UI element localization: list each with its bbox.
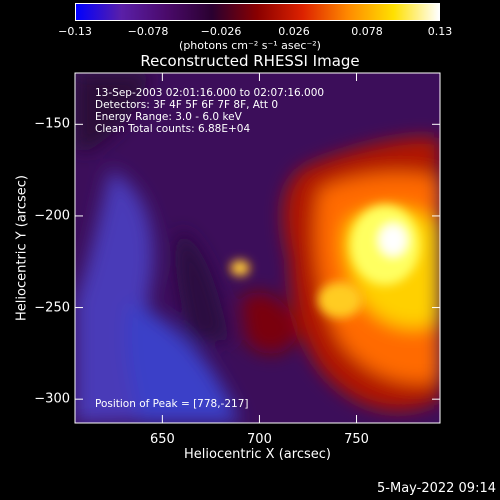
plot-frame: [74, 72, 441, 424]
x-tick-label: 650: [149, 432, 175, 447]
annotation-energy-range: Energy Range: 3.0 - 6.0 keV: [95, 111, 242, 123]
y-tick-label: −150: [34, 116, 70, 132]
annotation-peak-position: Position of Peak = [778,-217]: [95, 398, 249, 410]
colorbar-tick-label: −0.026: [200, 25, 242, 38]
axis-tick-marks: [75, 73, 440, 423]
y-tick-label: −300: [34, 391, 70, 407]
colorbar-tick-label: 0.078: [351, 25, 383, 38]
annotation-clean-counts: Clean Total counts: 6.88E+04: [95, 123, 251, 135]
x-tick-label: 750: [344, 432, 369, 447]
colorbar: [75, 3, 440, 21]
annotation-time-range: 13-Sep-2003 02:01:16.000 to 02:07:16.000: [95, 87, 325, 99]
colorbar-tick-label: 0.026: [278, 25, 310, 38]
heatmap-image: [75, 73, 440, 423]
colorbar-tick-label: 0.13: [427, 25, 453, 38]
x-tick-label: 700: [247, 432, 272, 447]
colorbar-unit-label: (photons cm⁻² s⁻¹ asec⁻²): [179, 39, 321, 52]
y-tick-label: −200: [34, 208, 70, 224]
timestamp: 5-May-2022 09:14: [377, 481, 496, 496]
annotation-detectors: Detectors: 3F 4F 5F 6F 7F 8F, Att 0: [95, 99, 279, 111]
colorbar-tick-label: −0.078: [127, 25, 169, 38]
x-axis-label: Heliocentric X (arcsec): [184, 447, 331, 462]
chart-title: Reconstructed RHESSI Image: [140, 52, 360, 70]
y-axis-label: Heliocentric Y (arcsec): [14, 175, 30, 321]
colorbar-tick-label: −0.13: [58, 25, 92, 38]
y-tick-label: −250: [34, 300, 70, 316]
